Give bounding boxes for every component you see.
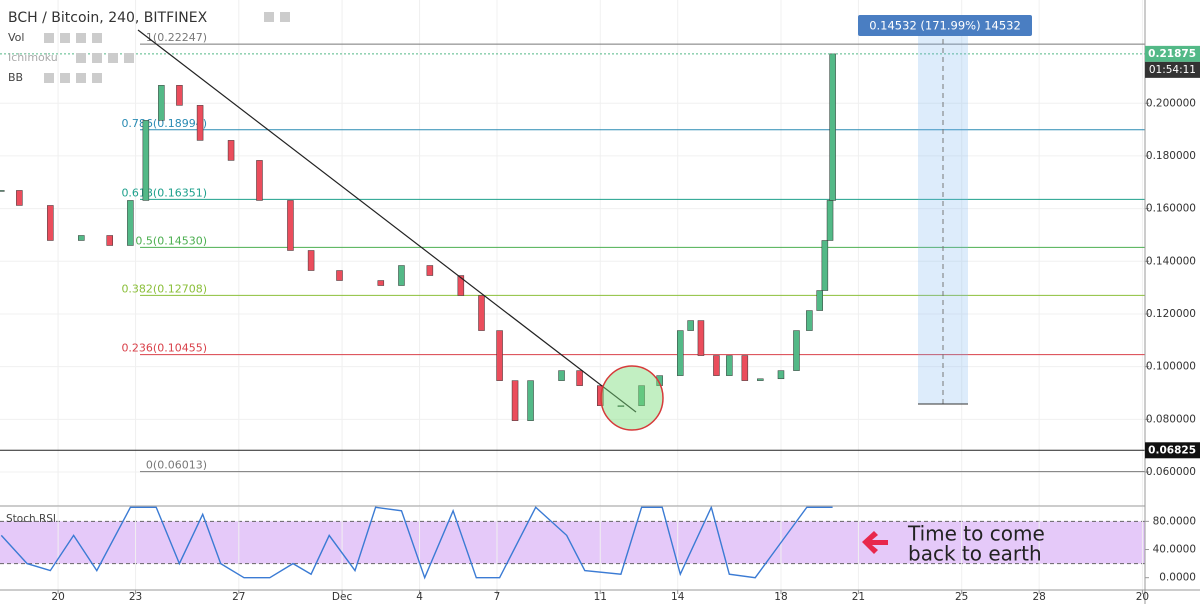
fib-label: 0.382(0.12708) <box>121 282 207 295</box>
price-tag-label: 0.06825 <box>1148 444 1196 456</box>
candle <box>307 250 315 271</box>
y-tick-label: 40.0000 <box>1153 544 1196 556</box>
chart-title: BCH / Bitcoin, 240, BITFINEX <box>8 10 208 26</box>
candle <box>106 235 113 246</box>
candle <box>78 235 85 241</box>
indicator-label: BB <box>8 71 23 84</box>
candle <box>256 160 263 201</box>
indicator-label: Vol <box>8 31 24 44</box>
oscillator-label: Stoch RSI <box>6 513 56 525</box>
candle <box>806 310 813 331</box>
x-tick-label: 4 <box>416 591 423 603</box>
y-tick-label: 0.120000 <box>1146 308 1196 320</box>
candle <box>496 330 503 381</box>
candle <box>697 320 705 356</box>
candle <box>826 200 834 241</box>
y-tick-label: 0.140000 <box>1146 255 1196 267</box>
candle <box>127 200 134 246</box>
x-tick-label: 27 <box>232 591 245 603</box>
trend-line <box>137 29 637 413</box>
candle <box>617 405 625 407</box>
oscillator-band <box>0 521 1145 564</box>
price-tag <box>1145 442 1200 459</box>
candle <box>576 370 583 386</box>
x-tick-label: 23 <box>129 591 142 603</box>
fib-label: 0(0.06013) <box>146 459 207 472</box>
indicator-icons <box>44 33 134 83</box>
candle <box>793 330 800 371</box>
x-tick-label: 14 <box>671 591 685 603</box>
icon <box>280 12 290 22</box>
candle <box>726 355 733 376</box>
fib-label: 0.618(0.16351) <box>121 186 207 199</box>
candle <box>821 240 829 291</box>
candle <box>0 190 5 192</box>
y-tick-label: 80.0000 <box>1153 515 1196 527</box>
x-tick-label: 21 <box>852 591 865 603</box>
x-tick-label: 11 <box>594 591 607 603</box>
y-tick-label: 0.100000 <box>1146 361 1196 373</box>
candle <box>638 385 645 406</box>
plot-area: 1(0.22247)0.786(0.18994)0.618(0.16351)0.… <box>0 0 1145 590</box>
y-tick-label: 0.180000 <box>1146 150 1196 162</box>
candle <box>457 275 465 296</box>
candle <box>656 375 663 386</box>
arrow <box>862 531 888 554</box>
candle <box>677 330 684 376</box>
countdown-tag <box>1145 61 1200 78</box>
fib-label: 0.236(0.10455) <box>121 342 207 355</box>
measure-badge <box>858 15 1032 36</box>
x-tick-label: Dec <box>332 591 353 603</box>
candle <box>398 265 405 286</box>
y-tick-label: 0.160000 <box>1146 203 1196 215</box>
fib-label: 0.5(0.14530) <box>135 234 207 247</box>
candle <box>142 120 150 201</box>
measure-label: 0.14532 (171.99%) 14532 <box>869 19 1021 33</box>
fib-label: 1(0.22247) <box>146 31 207 44</box>
candle <box>757 378 764 381</box>
candle <box>597 385 604 406</box>
candle <box>687 320 694 331</box>
candle <box>829 53 836 201</box>
indicator-label: Ichimoku <box>8 51 58 64</box>
candle <box>336 270 343 281</box>
highlight-circle <box>600 365 664 431</box>
candle <box>713 355 720 376</box>
candle <box>176 85 183 106</box>
candle <box>558 370 565 381</box>
icon <box>264 12 274 22</box>
x-tick-label: 20 <box>51 591 64 603</box>
x-tick-label: 20 <box>1136 591 1149 603</box>
candle <box>47 205 54 241</box>
annotation: Time to come <box>907 522 1045 546</box>
y-tick-label: 0.200000 <box>1146 97 1196 109</box>
candle <box>511 380 519 421</box>
candle <box>377 280 385 286</box>
candle <box>777 370 785 380</box>
y-tick-label: 0.060000 <box>1146 466 1196 478</box>
annotation: back to earth <box>908 542 1042 566</box>
price-tag-label: 0.21875 <box>1148 48 1196 60</box>
y-tick-label: 0.0000 <box>1159 572 1196 584</box>
candle <box>158 85 165 121</box>
candle <box>227 140 235 161</box>
candle <box>287 200 294 251</box>
x-tick-label: 18 <box>774 591 787 603</box>
oscillator-line <box>0 505 833 580</box>
x-tick-label: 25 <box>955 591 968 603</box>
price-tag <box>1145 45 1200 62</box>
candle <box>816 290 823 311</box>
x-tick-label: 7 <box>494 591 501 603</box>
candle <box>426 265 434 276</box>
candle <box>196 105 204 141</box>
countdown-label: 01:54:11 <box>1149 64 1196 76</box>
x-tick-label: 28 <box>1032 591 1045 603</box>
y-tick-label: 0.080000 <box>1146 413 1196 425</box>
candle <box>527 380 534 421</box>
candle <box>741 355 749 381</box>
candle <box>16 190 23 206</box>
candle <box>478 295 485 331</box>
